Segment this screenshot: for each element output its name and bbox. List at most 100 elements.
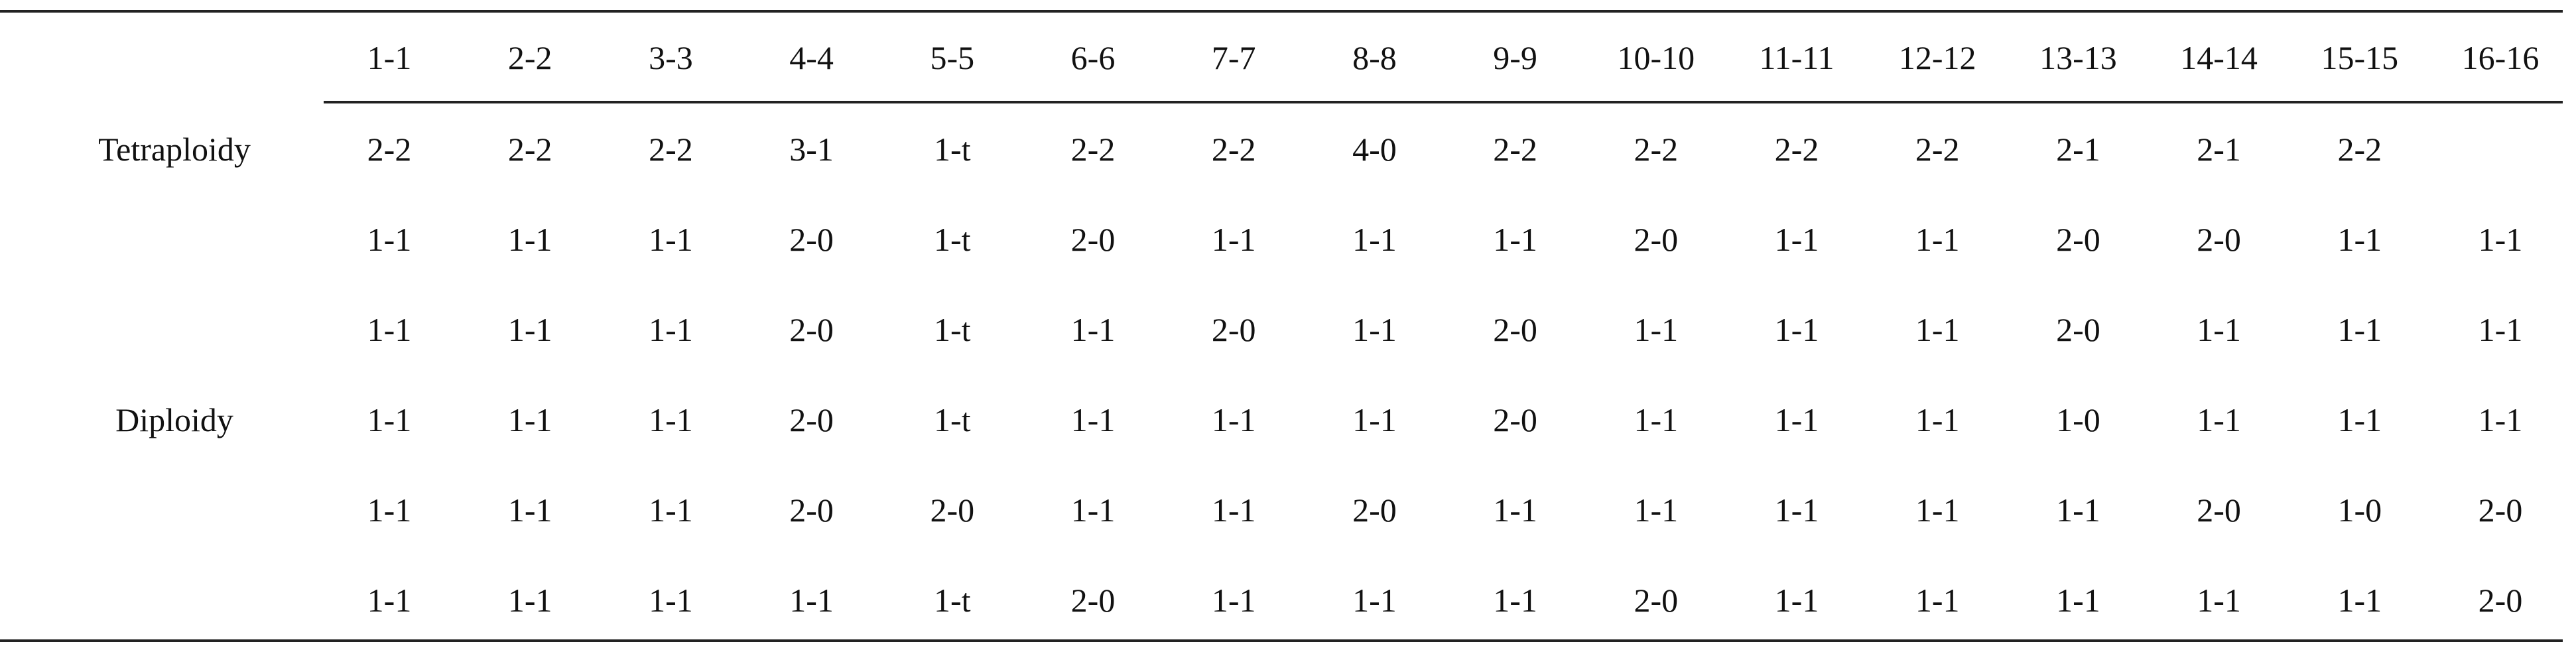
table-cell: 1-1 <box>2337 311 2382 348</box>
column-header: 15-15 <box>2321 39 2399 76</box>
table-cell: 1-1 <box>1070 311 1116 348</box>
table-cell: 1-1 <box>507 221 552 258</box>
table-cell: 1-1 <box>1211 401 1256 438</box>
column-header: 10-10 <box>1617 39 1695 76</box>
table-cell: 2-2 <box>1070 131 1116 168</box>
table-cell: 2-0 <box>1352 491 1397 529</box>
table-cell: 1-1 <box>1352 582 1397 619</box>
table-cell: 1-1 <box>367 221 412 258</box>
table-cell: 1-1 <box>1493 221 1537 258</box>
top-rule <box>0 10 2563 13</box>
column-header: 4-4 <box>789 39 834 76</box>
table-cell: 1-1 <box>2056 491 2100 529</box>
column-header: 14-14 <box>2180 39 2258 76</box>
column-header: 1-1 <box>367 39 412 76</box>
table-cell: 1-1 <box>1211 221 1256 258</box>
table-cell: 1-1 <box>1774 491 1819 529</box>
table-cell: 2-0 <box>1070 221 1116 258</box>
table-cell: 2-0 <box>789 221 834 258</box>
table-cell: 1-1 <box>649 582 693 619</box>
table-cell: 1-0 <box>2337 491 2382 529</box>
bottom-rule <box>0 639 2563 642</box>
column-header: 13-13 <box>2039 39 2117 76</box>
row-label: Diploidy <box>115 401 233 438</box>
table-cell: 1-1 <box>507 582 552 619</box>
column-header: 8-8 <box>1352 39 1397 76</box>
table-cell: 1-t <box>934 131 971 168</box>
table-cell: 1-1 <box>1915 582 1960 619</box>
table-cell: 1-t <box>934 221 971 258</box>
table-cell: 1-1 <box>649 401 693 438</box>
table-cell: 1-1 <box>2478 311 2523 348</box>
table-cell: 2-2 <box>649 131 693 168</box>
table-cell: 2-0 <box>930 491 975 529</box>
table-cell: 2-0 <box>789 401 834 438</box>
column-header: 2-2 <box>507 39 552 76</box>
header-rule <box>324 101 2563 103</box>
table-cell: 1-1 <box>1352 221 1397 258</box>
table-cell: 1-1 <box>1774 311 1819 348</box>
table-cell: 1-1 <box>1774 221 1819 258</box>
table-cell: 1-1 <box>1915 221 1960 258</box>
table-cell: 2-0 <box>2197 491 2241 529</box>
table-cell: 2-0 <box>1070 582 1116 619</box>
table-cell: 2-0 <box>1493 311 1537 348</box>
table-cell: 1-1 <box>1774 401 1819 438</box>
table-cell: 1-1 <box>1915 491 1960 529</box>
table-cell: 1-1 <box>507 491 552 529</box>
column-header: 16-16 <box>2461 39 2540 76</box>
table-cell: 2-1 <box>2197 131 2241 168</box>
table-cell: 2-0 <box>2478 582 2523 619</box>
table-cell: 1-1 <box>1493 582 1537 619</box>
table-cell: 2-0 <box>2056 311 2100 348</box>
table-cell: 1-1 <box>367 311 412 348</box>
table-cell: 1-1 <box>1352 401 1397 438</box>
table-cell: 1-1 <box>2337 221 2382 258</box>
table-cell: 2-2 <box>1774 131 1819 168</box>
table-cell: 2-2 <box>1915 131 1960 168</box>
table-cell: 1-1 <box>1634 311 1679 348</box>
table-cell: 1-1 <box>1774 582 1819 619</box>
table-cell: 2-2 <box>367 131 412 168</box>
table-cell: 2-0 <box>2056 221 2100 258</box>
table-cell: 1-1 <box>2478 401 2523 438</box>
table-cell: 2-0 <box>1634 221 1679 258</box>
table-cell: 1-1 <box>1493 491 1537 529</box>
table-cell: 1-1 <box>367 491 412 529</box>
table-cell: 1-1 <box>1915 311 1960 348</box>
column-header: 6-6 <box>1070 39 1116 76</box>
table-cell: 1-0 <box>2056 401 2100 438</box>
table-cell: 1-1 <box>367 401 412 438</box>
table-cell: 4-0 <box>1352 131 1397 168</box>
row-label: Tetraploidy <box>98 131 251 168</box>
table-cell: 1-1 <box>649 311 693 348</box>
table-cell: 1-t <box>934 582 971 619</box>
table-cell: 2-0 <box>789 491 834 529</box>
table-cell: 1-1 <box>2337 401 2382 438</box>
table-cell: 1-t <box>934 401 971 438</box>
table-cell: 1-1 <box>789 582 834 619</box>
table-cell: 2-0 <box>2197 221 2241 258</box>
table-cell: 1-1 <box>1634 401 1679 438</box>
table-cell: 2-0 <box>1493 401 1537 438</box>
table-cell: 1-1 <box>1915 401 1960 438</box>
table-cell: 1-1 <box>2197 582 2241 619</box>
table-cell: 2-2 <box>2337 131 2382 168</box>
table-cell: 2-0 <box>789 311 834 348</box>
table-cell: 1-1 <box>2478 221 2523 258</box>
table-cell: 1-1 <box>507 401 552 438</box>
table-cell: 1-1 <box>1352 311 1397 348</box>
column-header: 9-9 <box>1493 39 1537 76</box>
table-cell: 3-1 <box>789 131 834 168</box>
table-cell: 2-2 <box>507 131 552 168</box>
table-cell: 2-1 <box>2056 131 2100 168</box>
table-cell: 1-t <box>934 311 971 348</box>
table-cell: 2-0 <box>2478 491 2523 529</box>
table-cell: 1-1 <box>367 582 412 619</box>
column-header: 11-11 <box>1759 39 1835 76</box>
column-header: 3-3 <box>649 39 693 76</box>
table-cell: 1-1 <box>649 491 693 529</box>
table-cell: 1-1 <box>2056 582 2100 619</box>
table-cell: 1-1 <box>1634 491 1679 529</box>
